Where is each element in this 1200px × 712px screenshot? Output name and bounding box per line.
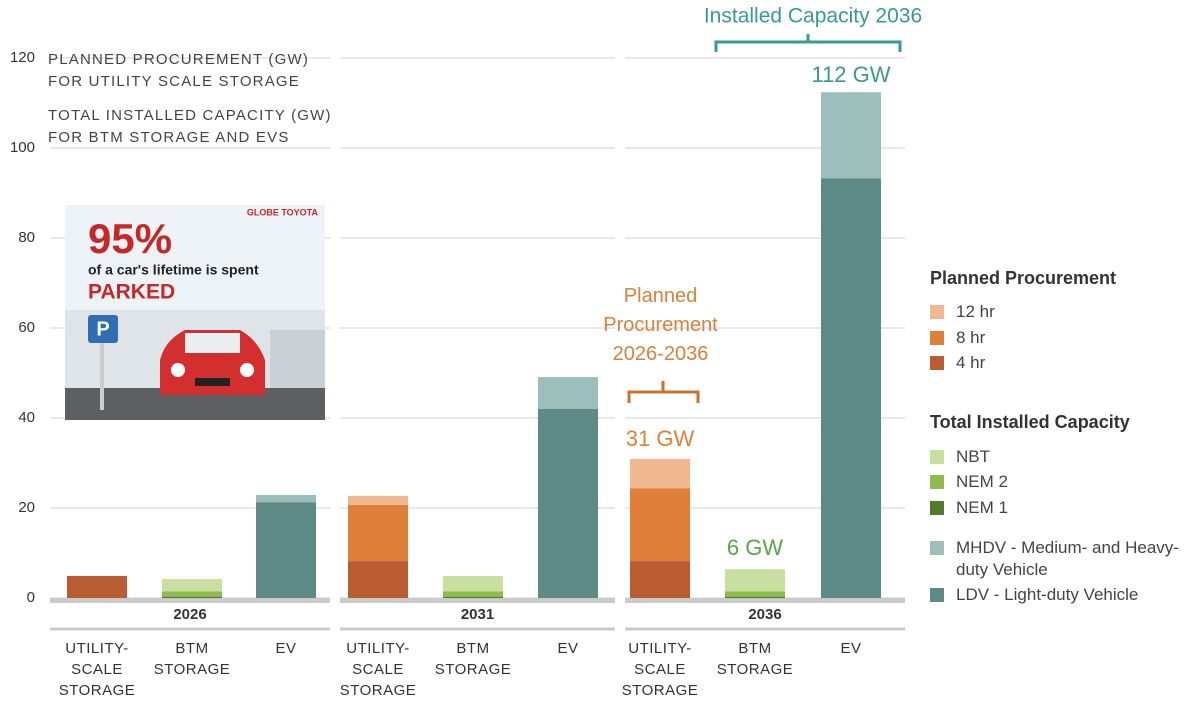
inset-image: P 95% of a car's lifetime is spent PARKE…: [65, 205, 325, 420]
bar-segment: [348, 504, 408, 562]
legend-label: 8 hr: [956, 328, 986, 347]
legend-item: LDV - Light-duty Vehicle: [930, 584, 1181, 606]
y-tick-label: 100: [10, 139, 35, 156]
group-strip: [50, 598, 330, 603]
legend-item: 4 hr: [930, 352, 1181, 374]
inset-text: of a car's lifetime is spent: [88, 262, 259, 278]
sign-pole: [100, 340, 104, 410]
legend-item: 12 hr: [930, 301, 1181, 323]
y-tick-label: 0: [27, 589, 35, 606]
bar-segment: [538, 377, 598, 409]
bar-segment: [162, 591, 222, 597]
legend-label: 4 hr: [956, 353, 986, 372]
group-strip: [625, 598, 905, 603]
legend-label: NEM 2: [956, 472, 1008, 491]
group-label: 2026: [173, 606, 206, 623]
legend-swatch: [930, 541, 944, 555]
bar-segment: [725, 596, 785, 598]
legend-item: MHDV - Medium- and Heavy-duty Vehicle: [930, 537, 1181, 581]
bar-segment: [821, 92, 881, 179]
bar-segment: [162, 596, 222, 598]
bar-segment: [348, 495, 408, 505]
x-tick-label: EV: [840, 640, 862, 657]
x-tick-label: EV: [275, 640, 297, 657]
bar-segment: [821, 178, 881, 598]
legend-swatch: [930, 356, 944, 370]
legend-title: Total Installed Capacity: [930, 412, 1130, 432]
x-tick-label: UTILITY-SCALE STORAGE: [621, 640, 699, 699]
group-label: 2031: [461, 606, 494, 623]
bar-segment: [67, 575, 127, 598]
y-tick-label: 60: [18, 319, 35, 336]
total-label: 112 GW: [811, 62, 890, 87]
bar-segment: [256, 494, 316, 503]
bar-segment: [725, 569, 785, 592]
annotation: Installed Capacity 2036: [704, 5, 922, 28]
bar-segment: [443, 591, 503, 597]
inset-headline: 95%: [88, 215, 172, 262]
legend-label: NBT: [956, 447, 990, 466]
y-axis-title: FOR BTM STORAGE AND EVS: [48, 129, 290, 146]
car-window: [185, 333, 240, 353]
legend-item: NEM 2: [930, 471, 1181, 493]
legend-title: Planned Procurement: [930, 268, 1117, 288]
grille: [195, 378, 230, 386]
y-axis-title: FOR UTILITY SCALE STORAGE: [48, 73, 300, 90]
brace: [714, 34, 902, 52]
headlight: [240, 363, 254, 377]
legend-label: MHDV - Medium- and Heavy-duty Vehicle: [956, 538, 1179, 579]
legend-swatch: [930, 588, 944, 602]
annotation: Planned Procurement 2026-2036: [603, 285, 718, 365]
bar-segment: [443, 575, 503, 592]
total-label: 31 GW: [626, 426, 695, 451]
brace: [627, 381, 700, 403]
x-tick-label: BTM STORAGE: [153, 640, 231, 678]
inset-emphasis: PARKED: [88, 281, 175, 304]
legend-swatch: [930, 450, 944, 464]
y-tick-label: 80: [18, 229, 35, 246]
x-tick-label: UTILITY-SCALE STORAGE: [339, 640, 417, 699]
legend-swatch: [930, 331, 944, 345]
bar-segment: [630, 488, 690, 562]
bar-segment: [630, 561, 690, 598]
legend-item: 8 hr: [930, 327, 1181, 349]
sign-text: P: [96, 318, 109, 340]
legend-swatch: [930, 305, 944, 319]
legend-swatch: [930, 501, 944, 515]
bar-segment: [443, 596, 503, 598]
x-tick-label: BTM STORAGE: [434, 640, 512, 678]
y-axis-title: PLANNED PROCUREMENT (GW): [48, 51, 309, 68]
sign: [88, 315, 118, 343]
legend-swatch: [930, 475, 944, 489]
y-axis-title: TOTAL INSTALLED CAPACITY (GW): [48, 107, 332, 124]
x-tick-label: UTILITY-SCALE STORAGE: [58, 640, 136, 699]
y-tick-label: 20: [18, 499, 35, 516]
headlight: [171, 363, 185, 377]
group-strip: [340, 598, 615, 603]
legend-item: NEM 1: [930, 497, 1181, 519]
bar-segment: [630, 458, 690, 489]
legend-label: NEM 1: [956, 498, 1008, 517]
x-tick-label: BTM STORAGE: [716, 640, 794, 678]
total-label: 6 GW: [727, 535, 783, 560]
legend-label: 12 hr: [956, 302, 995, 321]
bar-segment: [725, 591, 785, 597]
group-label: 2036: [748, 606, 781, 623]
y-tick-label: 40: [18, 409, 35, 426]
bar-segment: [162, 579, 222, 592]
buildings: [270, 330, 325, 390]
legend-label: LDV - Light-duty Vehicle: [956, 585, 1139, 604]
legend-item: NBT: [930, 446, 1181, 468]
bar-segment: [348, 561, 408, 598]
bar-segment: [256, 502, 316, 598]
y-tick-label: 120: [10, 49, 35, 66]
inset-brand: GLOBE TOYOTA: [247, 207, 319, 217]
bar-segment: [538, 409, 598, 598]
x-tick-label: EV: [557, 640, 579, 657]
